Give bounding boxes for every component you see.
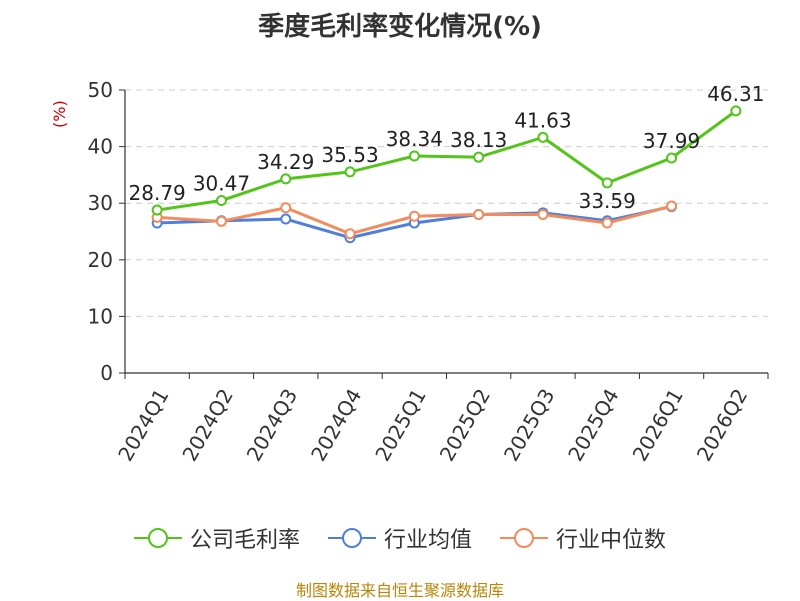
legend-label: 公司毛利率 (189, 528, 300, 553)
data-label: 41.63 (514, 108, 571, 132)
source-note: 制图数据来自恒生聚源数据库 (295, 581, 504, 600)
data-label: 38.13 (450, 128, 507, 152)
y-tick-label: 30 (88, 191, 113, 215)
data-label: 28.79 (129, 181, 186, 205)
data-point (344, 228, 356, 240)
legend-label: 行业中位数 (556, 528, 667, 553)
data-point (408, 150, 420, 162)
y-tick-label: 40 (88, 135, 113, 159)
legend-item-industry-mean[interactable]: 行业均值 (327, 522, 472, 554)
data-point (473, 209, 485, 221)
data-point (730, 105, 742, 117)
x-tick-label: 2024Q2 (177, 385, 237, 466)
data-point (151, 204, 163, 216)
data-point (408, 210, 420, 222)
data-point (215, 215, 227, 227)
data-point (537, 131, 549, 143)
series-line (156, 109, 737, 212)
y-tick-label: 10 (88, 304, 113, 328)
data-point (280, 173, 292, 185)
x-tick-label: 2026Q2 (692, 385, 752, 466)
x-tick-label: 2026Q1 (628, 385, 688, 466)
legend-swatch-icon (133, 526, 182, 550)
data-label: 35.53 (321, 143, 378, 167)
data-point (344, 166, 356, 178)
y-tick-label: 50 (88, 78, 113, 102)
legend-swatch-icon (327, 526, 376, 550)
y-tick-label: 20 (88, 248, 113, 272)
legend: 公司毛利率 行业均值 行业中位数 (0, 522, 800, 554)
data-point (666, 152, 678, 164)
x-tick-label: 2025Q1 (370, 385, 430, 466)
data-label: 34.29 (257, 150, 314, 174)
x-tick-label: 2025Q3 (499, 385, 559, 466)
legend-swatch-icon (500, 526, 548, 550)
data-point (280, 202, 292, 214)
data-label: 38.34 (386, 127, 443, 151)
data-point (666, 200, 678, 212)
data-point (280, 213, 292, 225)
data-point (601, 177, 613, 189)
x-tick-label: 2025Q2 (435, 385, 495, 466)
legend-label: 行业均值 (383, 528, 472, 553)
data-point (473, 151, 485, 163)
data-label: 33.59 (579, 189, 636, 213)
data-label: 30.47 (193, 172, 250, 196)
x-tick-label: 2024Q1 (113, 385, 173, 466)
data-point (215, 195, 227, 207)
data-label: 37.99 (643, 129, 700, 153)
data-point (601, 217, 613, 229)
y-tick-label: 0 (100, 361, 113, 385)
legend-item-industry-median[interactable]: 行业中位数 (500, 522, 666, 554)
data-label: 46.31 (707, 82, 764, 106)
legend-item-company[interactable]: 公司毛利率 (133, 522, 300, 554)
data-point (537, 209, 549, 221)
x-tick-label: 2024Q3 (242, 385, 302, 466)
chart-title: 季度毛利率变化情况(%) (258, 12, 542, 42)
x-tick-label: 2025Q4 (563, 385, 623, 466)
x-tick-label: 2024Q4 (306, 385, 366, 466)
